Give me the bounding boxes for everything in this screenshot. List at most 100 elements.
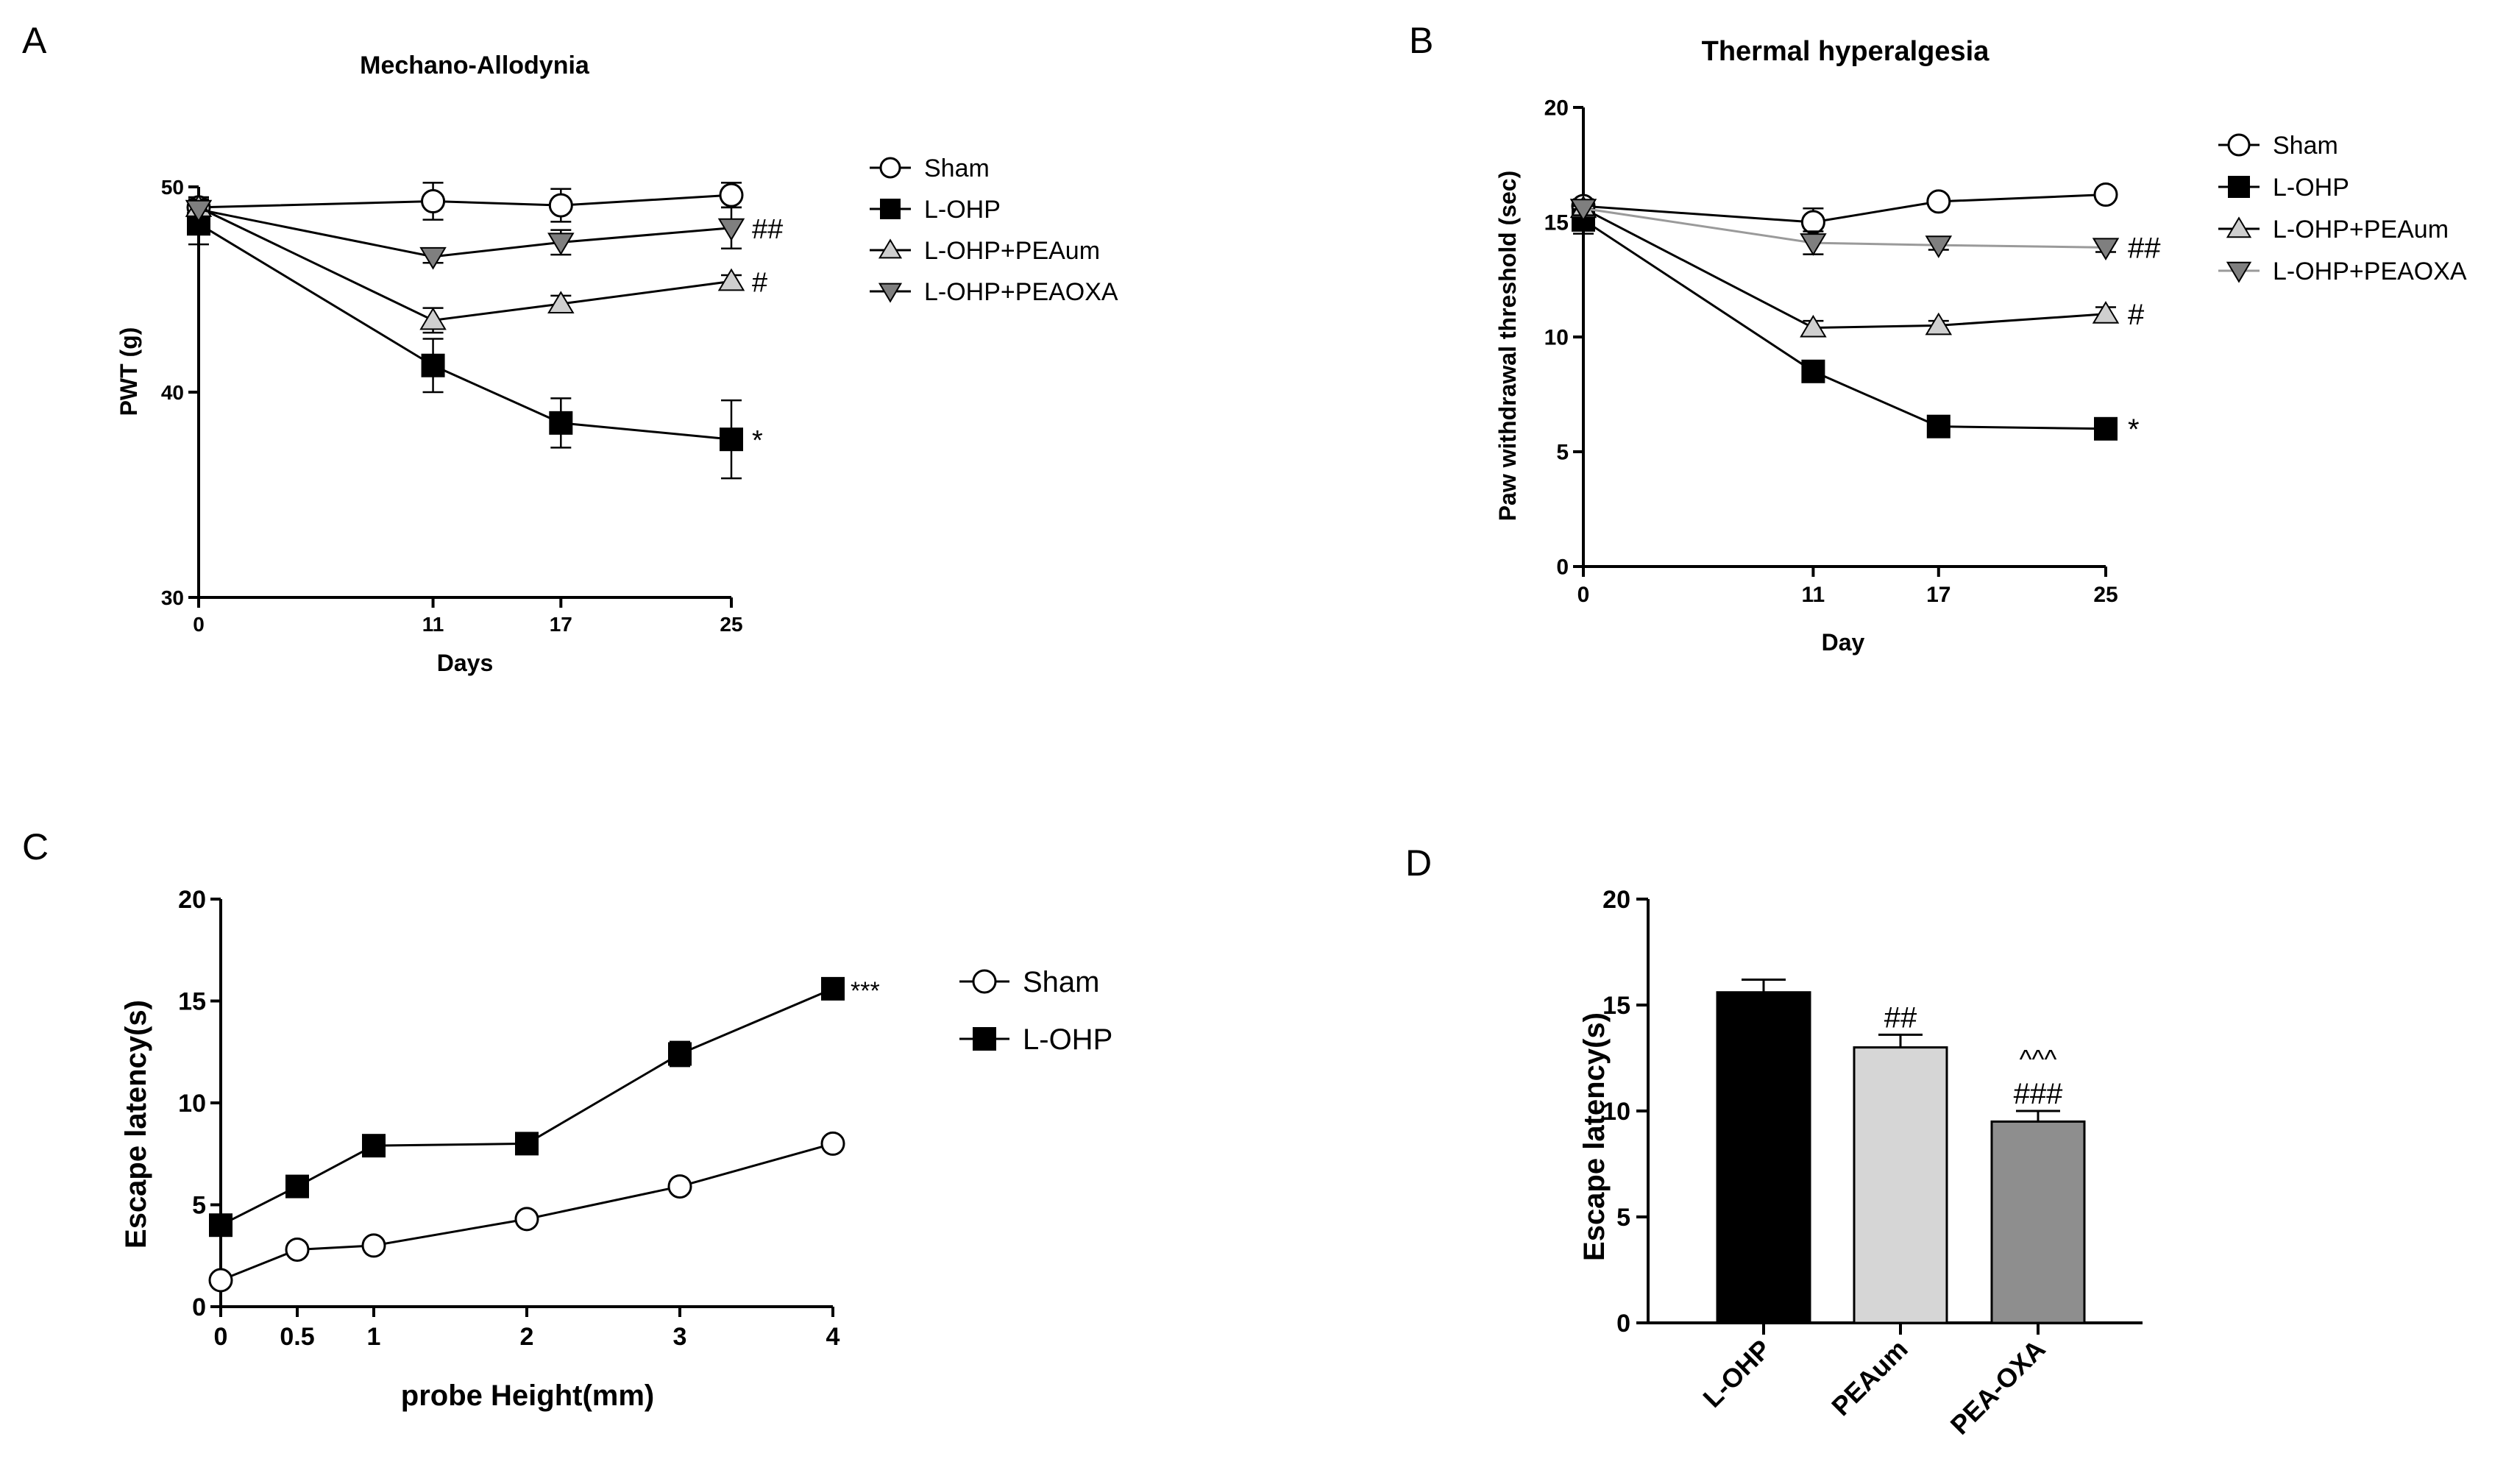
data-point	[821, 976, 845, 1001]
legend-marker	[972, 969, 997, 994]
legend-label: L-OHP+PEAum	[2273, 216, 2449, 244]
series-line	[198, 208, 732, 258]
legend-item-l-ohp: L-OHP	[870, 196, 1001, 224]
data-point	[1926, 414, 1951, 439]
series-line	[198, 194, 732, 209]
data-point	[720, 427, 743, 452]
legend-marker	[880, 199, 901, 219]
data-point	[1800, 314, 1827, 338]
error-bar	[1878, 1033, 1923, 1048]
significance-annotation-top: ^^^	[2020, 1044, 2057, 1074]
series-line	[1583, 207, 2106, 249]
data-point	[285, 1237, 310, 1262]
data-point	[548, 193, 573, 218]
legend-marker	[878, 283, 903, 303]
series-line	[1583, 207, 2106, 330]
data-point	[515, 1132, 539, 1156]
panel-a-title: Mechano-Allodynia	[360, 52, 590, 79]
significance-annotation: ###	[2014, 1078, 2063, 1110]
series-l-ohp: ***	[209, 976, 880, 1238]
data-point	[1569, 199, 1597, 221]
y-tick-label: 5	[1556, 441, 1569, 465]
legend-item-sham: Sham	[959, 966, 1100, 998]
legend-item-sham: Sham	[2218, 132, 2338, 160]
data-point	[421, 189, 446, 214]
y-tick-label: 0	[1616, 1310, 1630, 1338]
panel-c-xlabel: probe Height(mm)	[401, 1380, 654, 1412]
data-point	[667, 1174, 692, 1199]
data-point	[1925, 312, 1953, 336]
series-l-ohp: *	[187, 202, 763, 480]
x-tick-label: 3	[673, 1323, 687, 1351]
legend-label: L-OHP+PEAOXA	[2273, 258, 2467, 285]
legend-item-l-ohp: L-OHP	[959, 1023, 1112, 1056]
error-bar	[2016, 1110, 2060, 1122]
data-point	[668, 1042, 692, 1066]
legend-label: Sham	[924, 155, 990, 182]
data-point	[1800, 210, 1825, 235]
series-line	[220, 1142, 834, 1282]
data-point	[717, 268, 745, 291]
significance-annotation: #	[2128, 299, 2145, 331]
data-point	[361, 1233, 386, 1258]
legend-item-sham: Sham	[870, 155, 990, 182]
panel-b-title: Thermal hyperalgesia	[1702, 36, 1990, 67]
data-point	[2093, 182, 2118, 207]
y-tick-label: 50	[161, 176, 184, 199]
legend-marker	[2228, 176, 2250, 198]
legend-label: L-OHP+PEAOXA	[924, 278, 1118, 306]
panel-letter-b: B	[1409, 20, 1433, 61]
panel-c-ylabel: Escape latency(s)	[120, 1000, 152, 1249]
data-point	[208, 1268, 233, 1293]
y-tick-label: 20	[178, 886, 206, 914]
data-point	[421, 353, 445, 377]
y-tick-label: 10	[178, 1090, 206, 1118]
bar	[1990, 1120, 2086, 1324]
data-point	[419, 246, 447, 270]
x-tick-label: 0	[1577, 583, 1590, 607]
data-point	[285, 1174, 309, 1199]
x-tick-label: 11	[422, 613, 444, 636]
series-l-ohp-peaoxa: ##	[1569, 199, 2161, 264]
x-tick-label: 11	[1802, 583, 1825, 607]
panel-d-ylabel: Escape latency(s)	[1578, 1012, 1611, 1261]
legend-label: L-OHP	[1023, 1023, 1112, 1056]
x-tick-label: 4	[826, 1323, 840, 1351]
bar	[1716, 991, 1811, 1324]
x-tick-label: 0.5	[280, 1323, 314, 1351]
y-tick-label: 10	[1544, 326, 1569, 350]
legend-marker	[2226, 261, 2252, 283]
significance-annotation: ##	[752, 214, 783, 245]
significance-annotation: ##	[2128, 232, 2161, 264]
legend-item-l-ohp: L-OHP	[2218, 174, 2349, 202]
y-tick-label: 5	[1616, 1204, 1630, 1232]
data-point	[209, 1213, 233, 1238]
x-tick-label: 25	[2093, 583, 2118, 607]
significance-annotation: *	[752, 425, 763, 456]
y-tick-label: 20	[1602, 886, 1630, 914]
data-point	[1925, 235, 1953, 258]
data-point	[1801, 359, 1825, 383]
x-tick-label: 0	[193, 613, 205, 636]
legend-marker	[973, 1027, 996, 1051]
y-tick-label: 0	[192, 1293, 206, 1321]
y-tick-label: 5	[192, 1191, 206, 1219]
data-point	[362, 1134, 386, 1158]
legend-marker	[2227, 133, 2251, 157]
data-point	[547, 232, 575, 256]
y-tick-label: 15	[1602, 992, 1630, 1020]
data-point	[185, 199, 213, 223]
panel-b-xlabel: Day	[1822, 629, 1865, 656]
legend-item-l-ohp-peaoxa: L-OHP+PEAOXA	[870, 278, 1118, 306]
panel-c-chart: 0 5 10 15 20 0 0.5 1 2 3 4 *** probe Height(mm) Es…	[120, 886, 1112, 1412]
data-point	[717, 218, 745, 241]
data-point	[820, 1131, 845, 1156]
significance-annotation: *	[2128, 413, 2140, 446]
significance-annotation: #	[752, 267, 767, 298]
panel-a-xlabel: Days	[437, 650, 494, 676]
x-tick-label: 25	[720, 613, 742, 636]
data-point	[419, 307, 447, 330]
